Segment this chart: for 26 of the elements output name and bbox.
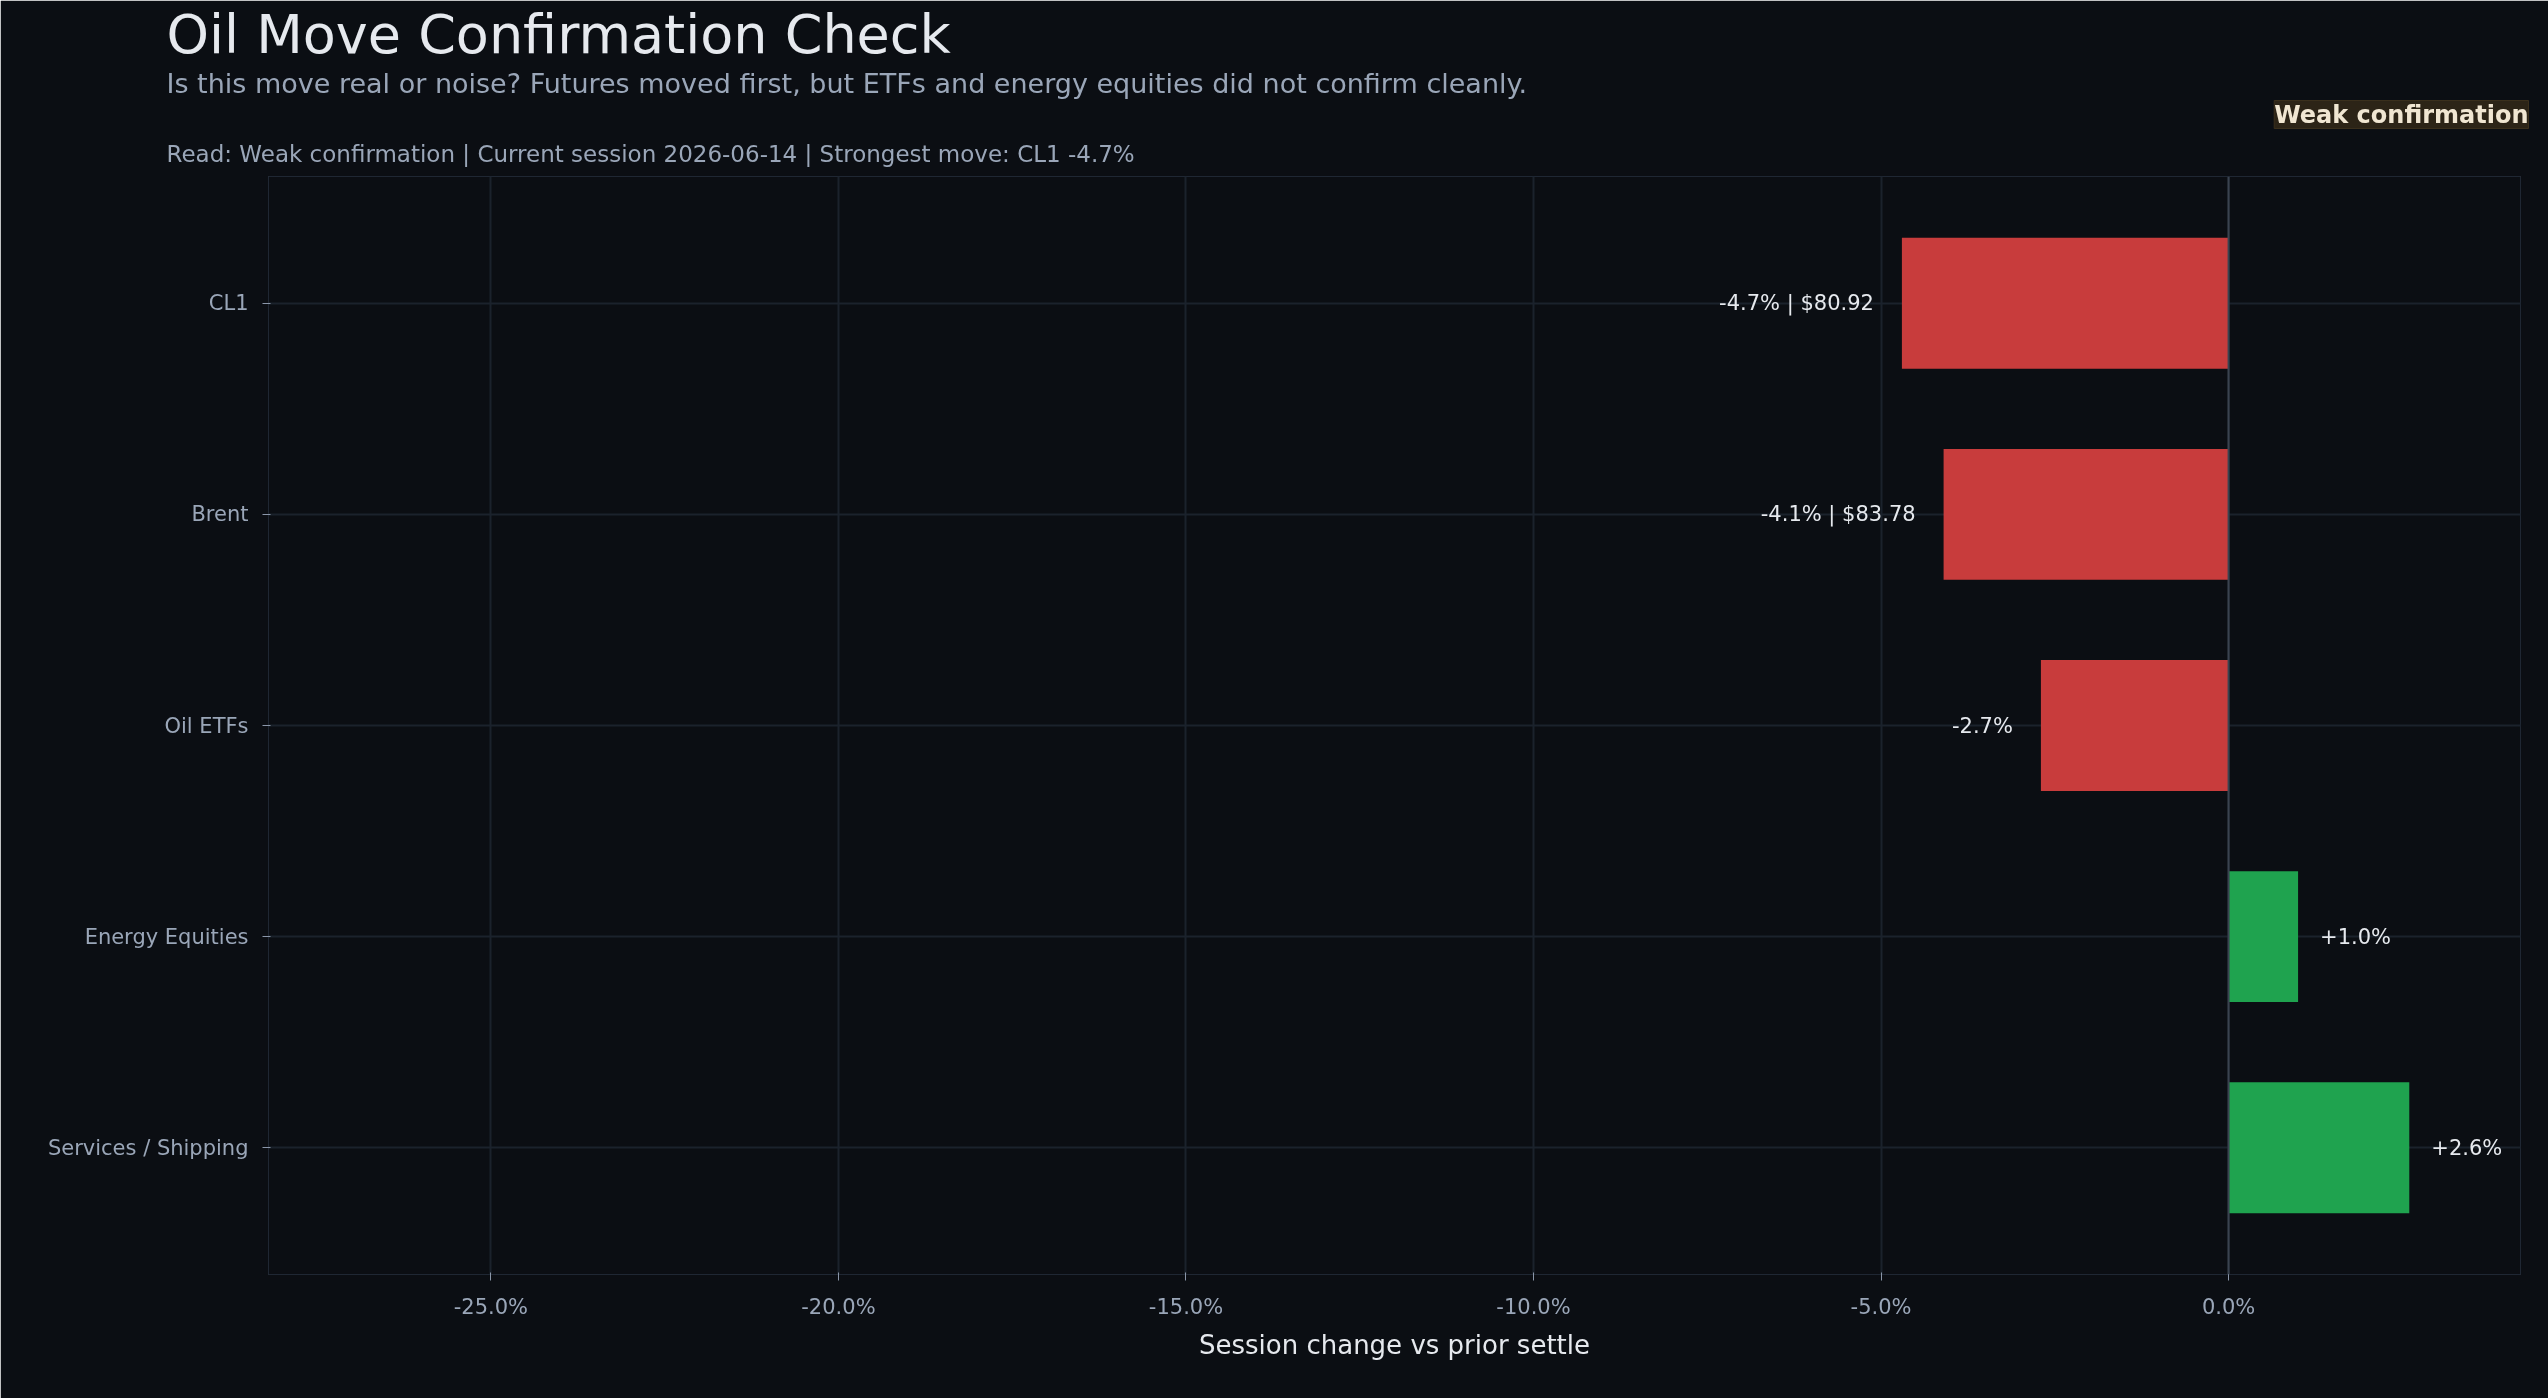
chart-subtitle: Is this move real or noise? Futures moved first, but ETFs and energy equities did not confirm cleanly. — [166, 67, 1528, 99]
text: Weak confirmation — [2274, 100, 2529, 129]
x-tick-label: -15.0% — [1148, 1294, 1224, 1319]
data-label: -4.1% | $83.78 — [1760, 502, 1916, 528]
data-label: -4.7% | $80.92 — [1719, 291, 1874, 317]
chart-title: Oil Move Confirmation Check — [166, 2, 952, 66]
x-axis-title: Session change vs prior settle — [1198, 1329, 1591, 1360]
bar — [2228, 1082, 2410, 1214]
bar — [1901, 237, 2229, 369]
x-tick-label: 0.0% — [2201, 1294, 2256, 1319]
x-tick-label: -25.0% — [453, 1294, 529, 1319]
y-tick-label: Brent — [191, 502, 249, 527]
y-tick-label: Oil ETFs — [164, 713, 249, 738]
data-label: +2.6% — [2431, 1135, 2503, 1160]
y-tick-label: Energy Equities — [84, 924, 249, 949]
y-tick-label: Services / Shipping — [47, 1135, 249, 1160]
data-label: -2.7% — [1951, 713, 2013, 738]
text: Read: Weak confirmation | Current session 2026-06-14 | Strongest move: CL1 -4.7% — [166, 140, 1135, 167]
data-label: +1.0% — [2320, 924, 2392, 949]
bar — [1943, 448, 2229, 580]
bar — [2228, 871, 2299, 1003]
y-tick-label: CL1 — [208, 291, 249, 316]
x-tick-label: -10.0% — [1496, 1294, 1571, 1319]
x-tick-label: -20.0% — [801, 1294, 876, 1319]
bar — [2040, 660, 2229, 791]
x-tick-label: -5.0% — [1850, 1294, 1912, 1319]
